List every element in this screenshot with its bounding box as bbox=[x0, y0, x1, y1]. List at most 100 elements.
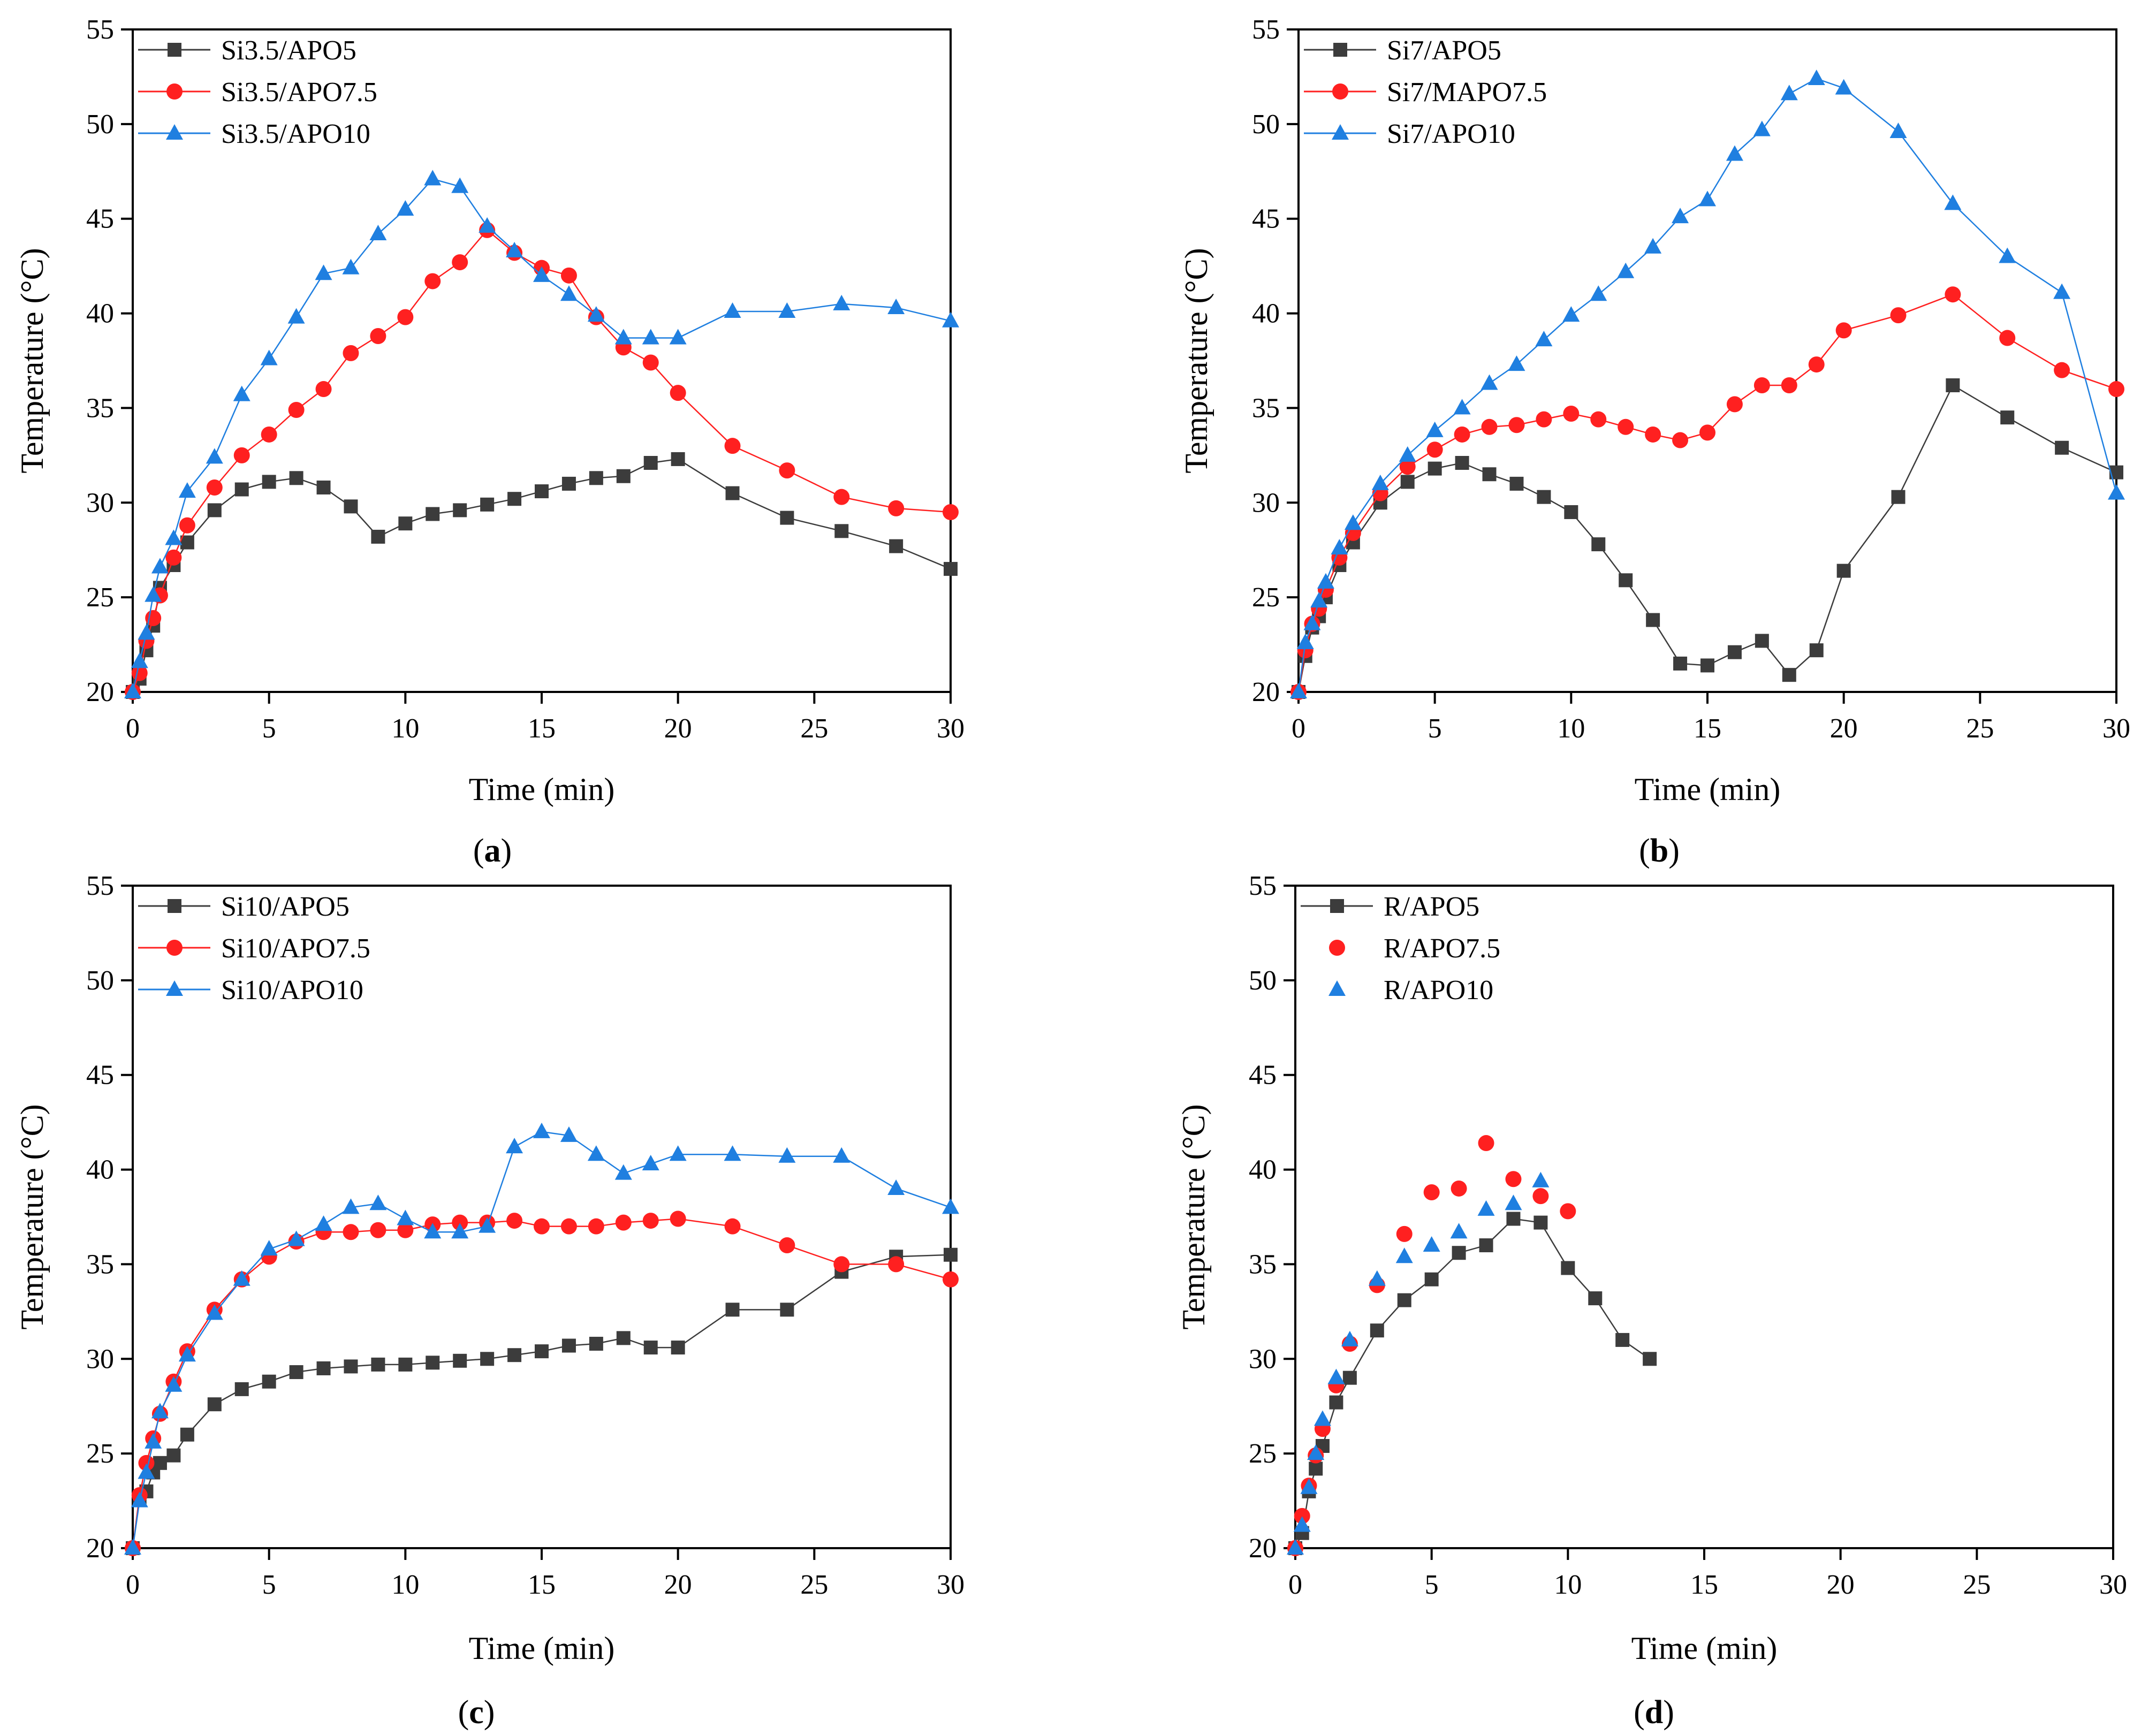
data-point bbox=[561, 1338, 576, 1353]
data-point bbox=[1781, 377, 1797, 393]
y-tick-label: 20 bbox=[1249, 1533, 1277, 1564]
y-tick-label: 55 bbox=[1252, 14, 1280, 45]
legend-marker bbox=[1328, 980, 1346, 996]
data-point bbox=[1424, 1272, 1439, 1286]
data-point bbox=[616, 1331, 631, 1345]
series-si3-5-apo5 bbox=[126, 452, 958, 699]
data-point bbox=[145, 1433, 162, 1449]
data-point bbox=[1400, 475, 1415, 489]
data-point bbox=[725, 1303, 740, 1317]
series-si7-mapo7-5 bbox=[1290, 286, 2124, 700]
data-point bbox=[1478, 1135, 1494, 1152]
data-point bbox=[288, 401, 305, 418]
data-point bbox=[1727, 645, 1742, 659]
data-point bbox=[260, 1240, 278, 1256]
data-point bbox=[587, 306, 605, 322]
series-si7-apo5 bbox=[1292, 378, 2123, 699]
data-point bbox=[452, 1214, 468, 1231]
data-point bbox=[669, 1145, 687, 1161]
data-point bbox=[1396, 1225, 1413, 1242]
data-point bbox=[1946, 378, 1960, 392]
data-point bbox=[138, 624, 155, 640]
legend-item: Si3.5/APO5 bbox=[138, 35, 356, 66]
data-point bbox=[1453, 399, 1471, 415]
legend-marker bbox=[1332, 124, 1349, 140]
data-point bbox=[1753, 120, 1771, 136]
data-point bbox=[233, 1270, 250, 1286]
data-point bbox=[1945, 286, 1961, 303]
data-point bbox=[724, 1145, 741, 1161]
data-point bbox=[1508, 417, 1525, 433]
data-point bbox=[1290, 683, 1307, 698]
data-point bbox=[1454, 426, 1470, 443]
legend-label: Si7/APO5 bbox=[1387, 35, 1501, 66]
data-point bbox=[262, 475, 276, 489]
data-point bbox=[614, 329, 632, 345]
panel-label-c: (c) bbox=[458, 1694, 495, 1731]
data-point bbox=[233, 385, 250, 401]
data-point bbox=[1562, 306, 1580, 322]
series-si10-apo10 bbox=[124, 1122, 959, 1555]
panel-label-b: (b) bbox=[1639, 833, 1680, 869]
data-point bbox=[1423, 1236, 1440, 1252]
data-point bbox=[234, 482, 249, 497]
y-tick-label: 25 bbox=[1252, 582, 1280, 613]
legend-marker bbox=[1330, 899, 1344, 913]
data-point bbox=[1317, 573, 1334, 589]
data-point bbox=[560, 285, 578, 301]
data-point bbox=[234, 1382, 249, 1396]
panel-d: 0 5 10 15 20 25 30 20 25 30 35 40 45 50 55 Time (min) Te… bbox=[1176, 871, 2127, 1731]
data-point bbox=[834, 524, 849, 538]
data-point bbox=[1535, 331, 1553, 347]
data-point bbox=[1450, 1223, 1468, 1239]
data-point bbox=[131, 1491, 148, 1507]
data-point bbox=[588, 1218, 604, 1235]
x-tick-label: 30 bbox=[937, 1570, 965, 1600]
x-tick-label: 10 bbox=[1557, 713, 1585, 744]
panel-label-a: (a) bbox=[473, 833, 512, 869]
data-point bbox=[1891, 490, 1905, 504]
x-tick-label: 20 bbox=[664, 713, 692, 744]
legend-label: Si10/APO5 bbox=[221, 892, 350, 922]
series-r-apo10 bbox=[1287, 1171, 1550, 1555]
data-point bbox=[507, 1348, 522, 1362]
y-tick-label: 20 bbox=[86, 677, 114, 707]
data-point bbox=[1533, 1215, 1548, 1230]
series-si3-5-apo10 bbox=[124, 170, 959, 698]
data-point bbox=[371, 1357, 385, 1372]
x-tick-label: 5 bbox=[262, 1570, 276, 1600]
data-point bbox=[670, 1210, 686, 1227]
x-tick-label: 5 bbox=[262, 713, 276, 744]
data-point bbox=[287, 308, 305, 324]
x-tick-label: 20 bbox=[1830, 713, 1858, 744]
data-point bbox=[642, 354, 659, 371]
legend-marker bbox=[1332, 83, 1348, 100]
data-point bbox=[888, 1256, 905, 1273]
data-point bbox=[615, 1214, 632, 1231]
data-point bbox=[343, 1224, 359, 1240]
x-axis-label: Time (min) bbox=[469, 1631, 615, 1666]
data-point bbox=[534, 1218, 550, 1235]
data-point bbox=[207, 1397, 222, 1412]
x-tick-label: 15 bbox=[1694, 713, 1721, 744]
data-point bbox=[287, 1230, 305, 1246]
data-point bbox=[670, 385, 686, 401]
plot-c: 0 5 10 15 20 25 30 20 25 30 35 40 45 50 55 Time (min) Te… bbox=[14, 871, 965, 1666]
data-point bbox=[370, 328, 386, 345]
data-point bbox=[1809, 643, 1824, 658]
data-point bbox=[1755, 634, 1769, 648]
data-point bbox=[778, 1147, 796, 1163]
data-point bbox=[180, 1427, 194, 1442]
x-tick-label: 30 bbox=[937, 713, 965, 744]
data-point bbox=[1509, 476, 1524, 491]
data-point bbox=[1617, 262, 1635, 278]
data-point bbox=[315, 381, 332, 398]
data-point bbox=[942, 311, 959, 328]
y-tick-label: 55 bbox=[86, 14, 114, 45]
legend-marker bbox=[166, 124, 183, 140]
data-point bbox=[1399, 459, 1416, 475]
data-point bbox=[1889, 123, 1907, 139]
data-point bbox=[779, 462, 795, 479]
data-point bbox=[1532, 1188, 1549, 1205]
